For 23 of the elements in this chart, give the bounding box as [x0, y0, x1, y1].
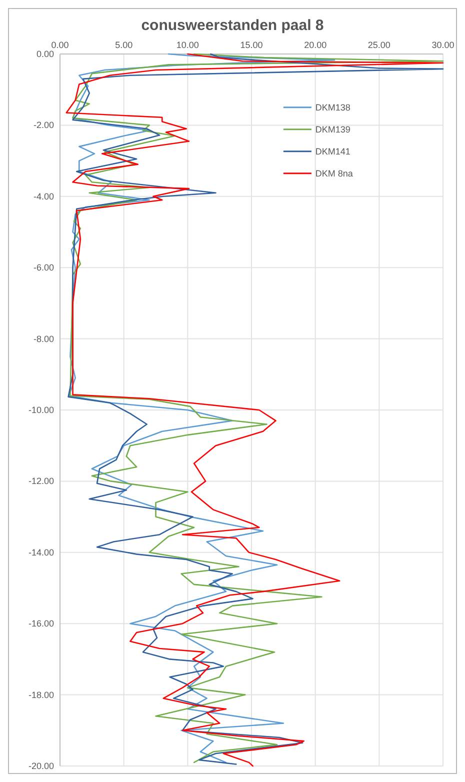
x-tick-label: 5.00 — [115, 40, 133, 50]
legend-label: DKM141 — [315, 146, 350, 156]
y-tick-label: -2.00 — [33, 120, 54, 130]
legend-label: DKM139 — [315, 124, 350, 134]
y-tick-label: -6.00 — [33, 262, 54, 273]
y-tick-label: -4.00 — [33, 191, 54, 202]
y-tick-label: 0.00 — [36, 49, 54, 59]
x-tick-label: 10.00 — [176, 40, 199, 50]
legend-label: DKM138 — [315, 102, 350, 112]
x-tick-label: 0.00 — [51, 40, 69, 50]
x-tick-label: 20.00 — [304, 40, 327, 50]
y-tick-label: -16.00 — [28, 618, 54, 629]
y-tick-label: -14.00 — [28, 547, 54, 558]
y-tick-label: -10.00 — [28, 405, 54, 415]
legend-label: DKM 8na — [315, 168, 353, 178]
y-tick-label: -12.00 — [28, 476, 54, 486]
y-tick-label: -8.00 — [33, 334, 54, 344]
x-tick-label: 30.00 — [432, 40, 454, 50]
chart-title: conusweerstanden paal 8 — [141, 17, 324, 34]
y-tick-label: -20.00 — [28, 761, 54, 771]
y-tick-label: -18.00 — [28, 690, 54, 700]
x-tick-label: 15.00 — [240, 40, 263, 50]
x-tick-label: 25.00 — [368, 40, 390, 50]
